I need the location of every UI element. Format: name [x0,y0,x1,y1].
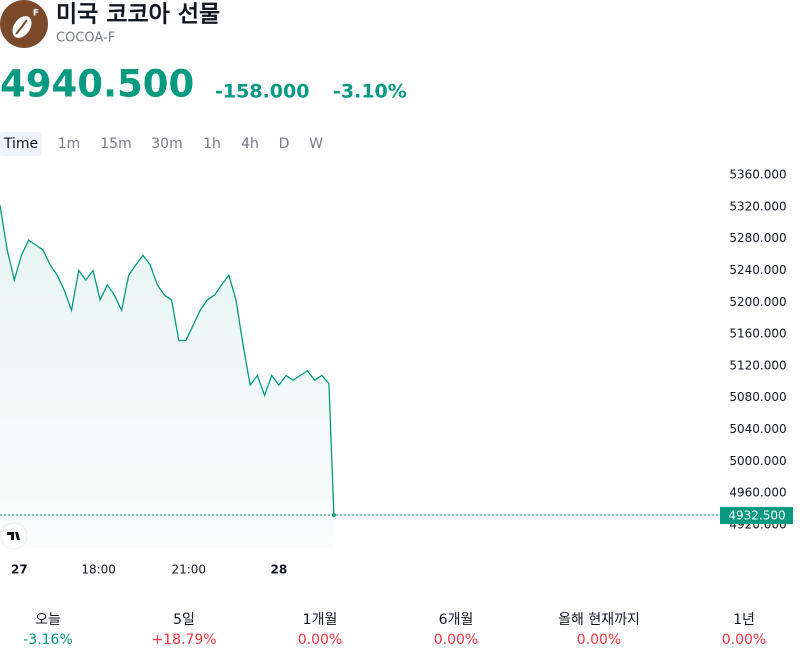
period-label[interactable]: 오늘 [35,612,61,628]
tab[interactable]: 15m [100,136,131,152]
tabs: Time 1m 15m 30m 1h 4h D W [3,136,323,152]
tab[interactable]: Time [3,136,38,152]
logo [7,532,20,540]
tv-logo [0,522,28,550]
y-tick-label: 4960.000 [729,486,786,500]
y-tick-label: 5160.000 [729,327,786,341]
bean-line [15,19,28,35]
tab[interactable]: 4h [241,136,259,152]
period-change[interactable]: 0.00% [722,632,766,648]
last-price-box [720,507,793,525]
last-price-label: 4932.500 [728,509,785,523]
tab[interactable]: 1h [203,136,221,152]
tab[interactable]: W [309,136,323,152]
price: 4940.500 [0,63,194,106]
period-label[interactable]: 6개월 [439,612,474,628]
y-tick-label: 5240.000 [729,263,786,277]
x-tick-label: 27 [11,563,28,577]
change: -158.000 [215,81,309,103]
performance: 오늘 -3.16% 5일 +18.79% 1개월 0.00% 6개월 0.00% 올해 현재까지… [23,612,766,648]
period-label[interactable]: 1개월 [303,612,338,628]
y-tick-label: 5280.000 [729,231,786,245]
tab[interactable]: 30m [151,136,182,152]
period-change[interactable]: 0.00% [577,632,621,648]
period-change[interactable]: 0.00% [434,632,478,648]
period-label[interactable]: 5일 [173,612,195,628]
tab-active-bg [0,132,42,156]
symbol: COCOA-F [56,31,115,46]
period-change[interactable]: +18.79% [151,632,216,648]
period-change[interactable]: 0.00% [298,632,342,648]
y-tick-label: 5080.000 [729,390,786,404]
y-tick-label: 5200.000 [729,295,786,309]
last-point [331,513,336,518]
change-percent: -3.10% [333,81,407,103]
y-tick-label: 5040.000 [729,422,786,436]
x-tick-label: 28 [270,563,287,577]
x-tick-label: 18:00 [81,563,116,577]
tab[interactable]: 1m [58,136,81,152]
header: F 미국 코코아 선물 COCOA-F 4940.500 -158.000 -3… [0,0,407,106]
title: 미국 코코아 선물 [56,2,220,28]
tab[interactable]: D [279,136,290,152]
period-label[interactable]: 올해 현재까지 [558,612,640,628]
y-tick-label: 5320.000 [729,199,786,213]
x-tick-label: 21:00 [171,563,206,577]
period-change[interactable]: -3.16% [23,632,73,648]
area-fill [0,205,334,548]
y-tick-label: 5000.000 [729,454,786,468]
chart: 4920.0004960.0005000.0005040.0005080.000… [0,168,793,577]
y-tick-label: 5120.000 [729,358,786,372]
y-tick-label: 5360.000 [729,168,786,182]
icon-badge: F [33,9,39,19]
price-line [0,205,335,516]
period-label[interactable]: 1년 [733,612,755,628]
